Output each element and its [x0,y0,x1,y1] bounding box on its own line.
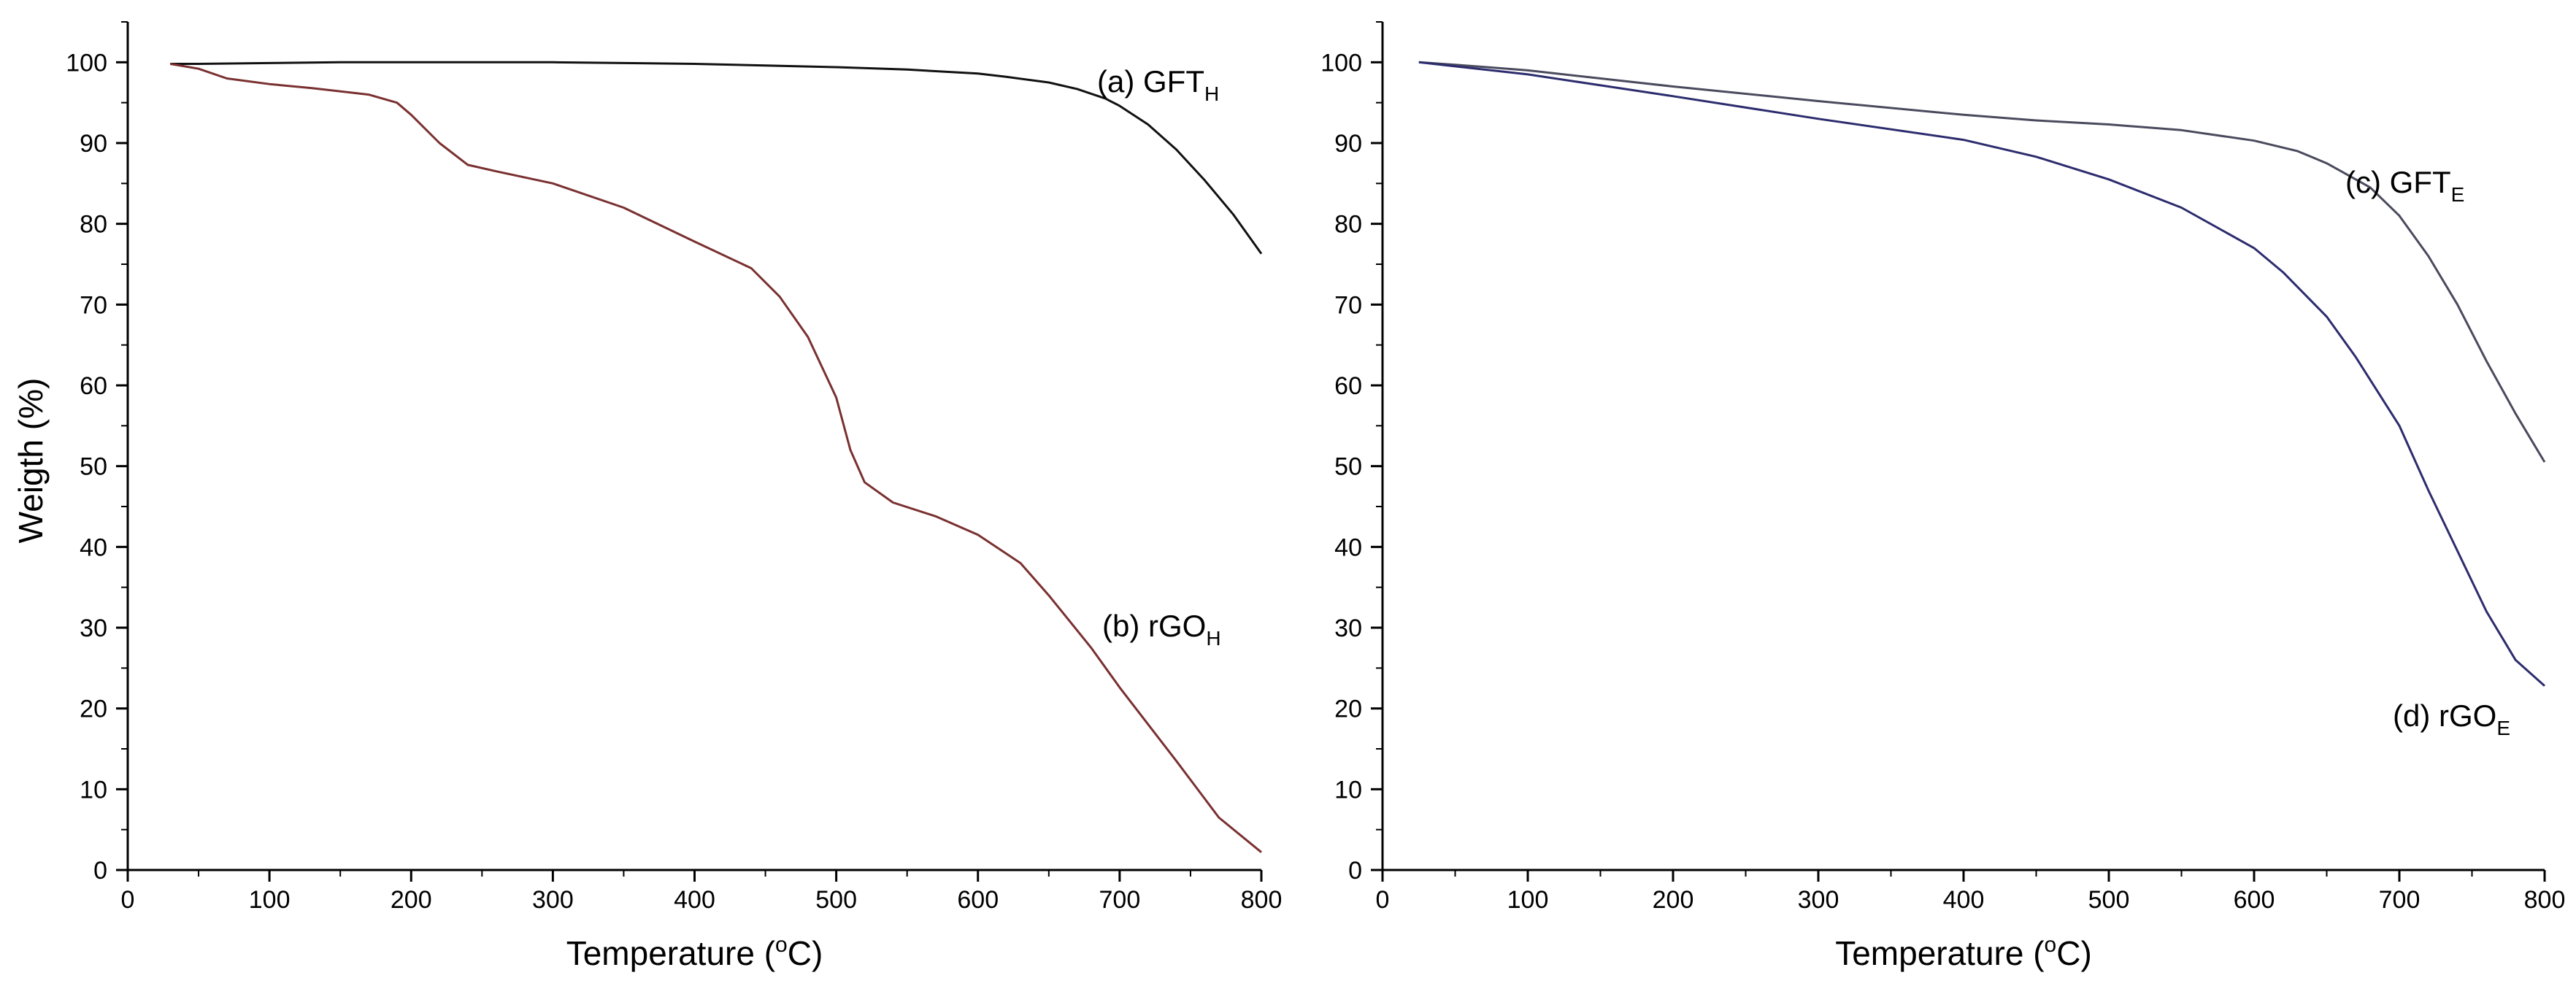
right-y-tick-label: 20 [1334,696,1362,723]
right-y-tick-label: 50 [1334,453,1362,481]
x-axis-title-unit: C) [2056,934,2092,972]
left-x-tick-label: 500 [815,886,857,914]
right-y-tick-label: 60 [1334,372,1362,400]
left-y-tick-label: 70 [80,291,107,319]
right-series-line-2 [1418,61,2545,687]
right-x-tick-label: 600 [2234,886,2275,914]
right-y-tick-label: 0 [1348,857,1362,885]
right-y-tick-label: 10 [1334,776,1362,804]
left-series-line-1 [170,61,1263,255]
x-axis-title-text: Temperature ( [566,934,776,972]
right-x-tick-label: 0 [1376,886,1390,914]
x-axis-title-unit: C) [788,934,823,972]
series-label-main: (b) rGO [1102,609,1206,643]
left-x-axis-title: Temperature (oC) [566,933,823,972]
chart-panel-right: 0 100 200 300 400 500 600 700 800 0 10 20 30 40 50 60 70… [1320,21,2566,972]
series-label-subscript: E [2496,717,2510,739]
left-series-label-1: (a) GFTH [1097,64,1219,105]
series-label-main: (c) GFT [2345,165,2451,199]
series-label-main: (d) rGO [2393,698,2496,733]
right-series-line-1 [1418,61,2546,463]
left-x-tick-label: 100 [249,886,291,914]
right-y-tick-label: 40 [1334,534,1362,561]
left-x-tick-label: 300 [532,886,574,914]
left-y-tick-label: 40 [80,534,107,561]
left-y-tick-label: 60 [80,372,107,400]
left-y-axis-title: Weigth (%) [12,378,50,544]
right-x-tick-label: 200 [1653,886,1694,914]
series-label-subscript: H [1206,627,1220,650]
x-axis-title-text: Temperature ( [1835,934,2045,972]
right-series-label-1: (c) GFTE [2345,165,2464,206]
left-x-tick-label: 0 [121,886,135,914]
right-x-axis-title: Temperature (oC) [1835,933,2092,972]
right-x-tick-label: 400 [1943,886,1985,914]
right-x-tick-label: 800 [2524,886,2566,914]
left-x-tick-label: 800 [1241,886,1283,914]
right-x-tick-label: 700 [2379,886,2421,914]
series-label-subscript: H [1204,82,1219,105]
left-y-tick-label: 90 [80,130,107,158]
left-series-label-2: (b) rGOH [1102,609,1221,650]
series-label-subscript: E [2451,183,2465,206]
left-y-tick-label: 50 [80,453,107,481]
right-series-label-2: (d) rGOE [2393,698,2510,739]
right-x-tick-label: 100 [1507,886,1549,914]
left-y-tick-label: 10 [80,776,107,804]
right-y-tick-label: 90 [1334,130,1362,158]
left-y-tick-label: 0 [93,857,107,885]
right-y-tick-label: 80 [1334,211,1362,239]
right-x-tick-label: 300 [1798,886,1839,914]
left-series-line-2 [169,63,1262,853]
left-y-tick-label: 30 [80,615,107,642]
right-y-tick-label: 100 [1320,49,1362,77]
right-x-tick-label: 500 [2088,886,2130,914]
left-x-tick-label: 400 [674,886,715,914]
series-label-main: (a) GFT [1097,64,1204,99]
right-y-tick-label: 30 [1334,615,1362,642]
right-y-tick-label: 70 [1334,291,1362,319]
left-x-tick-label: 200 [391,886,432,914]
left-x-tick-label: 700 [1099,886,1141,914]
left-x-tick-label: 600 [957,886,999,914]
x-axis-title-degree: o [2045,933,2057,957]
left-y-tick-label: 80 [80,211,107,239]
left-y-tick-label: 20 [80,696,107,723]
x-axis-title-degree: o [775,933,788,957]
chart-panel-left: 0 100 200 300 400 500 600 700 800 0 10 20 30 40 50 60 70… [12,21,1283,972]
left-y-tick-label: 100 [66,49,107,77]
